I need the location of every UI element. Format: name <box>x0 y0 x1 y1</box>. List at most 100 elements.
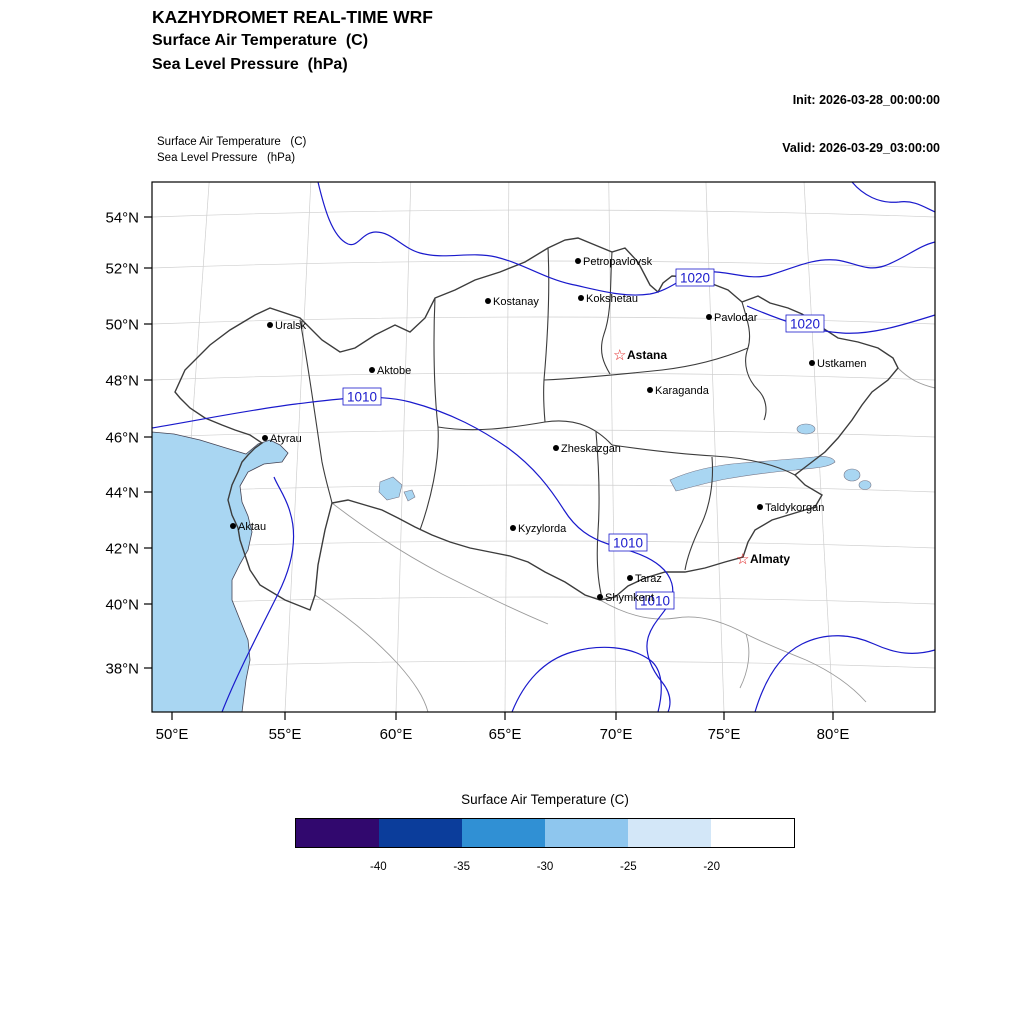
legend-color-segment <box>296 819 379 847</box>
lat-tick-label: 46°N <box>105 430 139 447</box>
city-dot-marker <box>267 322 273 328</box>
lat-tick-label: 40°N <box>105 597 139 614</box>
city-label: Shymkent <box>605 592 654 604</box>
city-dot-marker <box>597 594 603 600</box>
city-label: Kyzylorda <box>518 523 567 535</box>
graticule-parallel <box>151 209 936 218</box>
caspian-sea <box>151 431 289 713</box>
page-subtitle-pressure: Sea Level Pressure (hPa) <box>152 56 348 73</box>
city-dot-marker <box>510 525 516 531</box>
pressure-label-box <box>608 533 648 552</box>
aral-sea-east <box>403 489 416 502</box>
legend-tick-label: -40 <box>370 861 387 873</box>
city-label: Zheskazgan <box>561 443 621 455</box>
star-marker-icon: ☆ <box>736 551 749 568</box>
page-subtitle-temperature: Surface Air Temperature (C) <box>152 32 369 49</box>
lat-tick-label: 44°N <box>105 485 139 502</box>
pressure-label: 1010 <box>608 533 648 552</box>
city-dot-marker <box>369 367 375 373</box>
pressure-label-box <box>785 314 825 333</box>
pressure-label: 1010 <box>635 591 675 610</box>
pressure-label-box <box>635 591 675 610</box>
legend-color-segment <box>379 819 462 847</box>
lat-tick-label: 50°N <box>105 317 139 334</box>
graticule-meridian <box>803 181 834 713</box>
isobar-1010 <box>151 396 674 713</box>
graticule-meridian <box>705 181 725 713</box>
border-line <box>897 367 936 389</box>
oblast-border-line <box>595 431 603 599</box>
city-dot-marker <box>485 298 491 304</box>
pressure-label-value: 1010 <box>613 536 643 551</box>
oblast-borders <box>299 247 796 599</box>
legend-tick-label: -25 <box>620 861 637 873</box>
city-dot-marker <box>809 360 815 366</box>
pressure-label: 1020 <box>785 314 825 333</box>
city-label: Atyrau <box>270 433 302 445</box>
page-title: KAZHYDROMET REAL-TIME WRF <box>152 7 433 27</box>
lon-tick-label: 60°E <box>380 726 413 743</box>
graticule-parallel <box>151 484 936 493</box>
lon-tick-label: 75°E <box>708 726 741 743</box>
border-line <box>805 659 867 703</box>
city-dot-marker <box>647 387 653 393</box>
graticule-meridian <box>395 181 412 713</box>
graticule-parallel <box>151 596 936 605</box>
city-dot-marker <box>706 314 712 320</box>
oblast-border-line <box>611 444 796 476</box>
weather-map: 1020 1020 1010 1010 1010 Petropavlovsk Kostan… <box>105 181 936 743</box>
isobar <box>851 181 936 213</box>
border-line <box>739 633 750 689</box>
lake-balkhash <box>669 456 836 492</box>
city-label: Almaty <box>750 552 790 566</box>
pressure-label: 1010 <box>342 387 382 406</box>
graticule-parallel <box>151 260 936 269</box>
oblast-border-line <box>741 301 767 421</box>
graticule-parallel <box>151 660 936 669</box>
lat-tick-label: 52°N <box>105 261 139 278</box>
oblast-border-line <box>684 456 713 571</box>
map-frame <box>151 181 936 713</box>
pressure-label: 1020 <box>675 268 715 287</box>
aral-sea <box>378 476 403 501</box>
pressure-label-value: 1010 <box>347 390 377 405</box>
pressure-label-box <box>342 387 382 406</box>
graticule-meridian <box>284 181 312 713</box>
city-label: Taraz <box>635 573 662 585</box>
isobar <box>511 646 662 713</box>
legend-color-segment <box>462 819 545 847</box>
isobar-1020 <box>746 305 936 334</box>
map-inset-title-pressure: Sea Level Pressure (hPa) <box>157 152 296 164</box>
legend-color-segment <box>711 819 794 847</box>
map-inset-title-temperature: Surface Air Temperature (C) <box>157 136 307 148</box>
lat-tick-label: 38°N <box>105 661 139 678</box>
legend-tick-label: -35 <box>453 861 470 873</box>
oblast-border-line <box>419 297 439 531</box>
border-line <box>331 502 549 625</box>
neighbor-country-borders <box>314 367 936 713</box>
city-label: Taldykorgan <box>765 502 824 514</box>
pressure-label-value: 1010 <box>640 594 670 609</box>
city-label: Aktobe <box>377 365 411 377</box>
init-time: Init: 2026-03-28_00:00:00 <box>792 93 940 107</box>
city-dot-marker <box>757 504 763 510</box>
oblast-border-line <box>299 319 333 504</box>
legend-tick-label: -30 <box>536 861 554 873</box>
lat-tick-label: 42°N <box>105 541 139 558</box>
lon-tick-label: 55°E <box>269 726 302 743</box>
kazakhstan-border <box>174 237 899 611</box>
city-dot-marker <box>230 523 236 529</box>
city-label: Kostanay <box>493 296 539 308</box>
oblast-border-line <box>543 247 550 423</box>
city-label: Astana <box>627 348 667 362</box>
run-info: Init: 2026-03-28_00:00:00 Valid: 2026-03… <box>782 60 940 188</box>
lake-zaysan <box>796 423 816 435</box>
city-label: Ustkamen <box>817 358 867 370</box>
water-bodies <box>151 423 872 713</box>
legend-tick-label: -20 <box>703 861 720 873</box>
star-marker-icon: ☆ <box>613 347 626 364</box>
city-dot-marker <box>578 295 584 301</box>
pressure-label-value: 1020 <box>680 271 710 286</box>
city-label: Karaganda <box>655 385 710 397</box>
